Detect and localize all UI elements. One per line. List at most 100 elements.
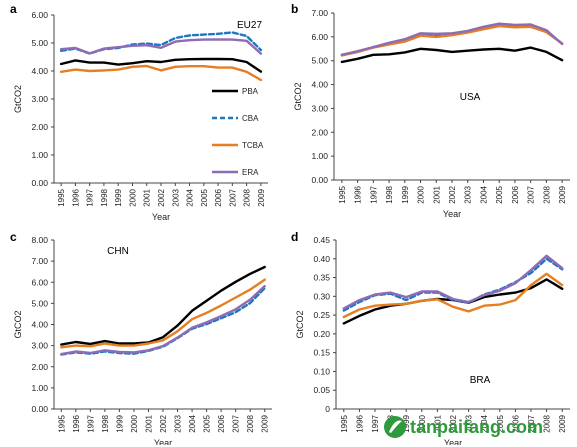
x-tick-label-d: 2008 <box>543 414 552 432</box>
y-tick-label-c: 2.00 <box>31 362 48 372</box>
watermark-text: tanpaifang.com <box>410 417 543 437</box>
x-tick-label-b: 1998 <box>385 185 394 203</box>
x-tick-label-d: 2000 <box>418 414 427 432</box>
x-tick-label-a: 1997 <box>86 188 95 206</box>
x-tick-label-c: 2003 <box>174 414 183 432</box>
y-tick-label-b: 5.00 <box>311 56 328 66</box>
x-tick-label-d: 2006 <box>511 414 520 432</box>
y-tick-label-c: 6.00 <box>31 277 48 287</box>
y-tick-label-b: 2.00 <box>311 127 328 137</box>
x-tick-label-b: 2007 <box>527 185 536 203</box>
x-tick-label-b: 2003 <box>464 185 473 203</box>
y-tick-label-b: 3.00 <box>311 103 328 113</box>
x-tick-label-c: 1995 <box>57 414 66 432</box>
y-axis-title-d: GtCO2 <box>295 310 305 338</box>
y-axis-title-a: GtCO2 <box>13 85 23 113</box>
x-tick-label-b: 1995 <box>338 185 347 203</box>
chart-title-b: USA <box>460 92 481 103</box>
x-tick-label-c: 2008 <box>246 414 255 432</box>
x-tick-label-c: 2005 <box>203 414 212 432</box>
y-tick-label-b: 1.00 <box>311 151 328 161</box>
y-tick-label-c: 4.00 <box>31 320 48 330</box>
y-tick-label-d: 0.15 <box>313 348 330 358</box>
chart-title-a: EU27 <box>237 20 262 31</box>
x-tick-label-b: 1999 <box>401 185 410 203</box>
x-tick-label-d: 2009 <box>558 414 567 432</box>
x-tick-label-c: 2009 <box>261 414 270 432</box>
chart-title-c: CHN <box>107 246 129 257</box>
y-tick-label-b: 7.00 <box>311 8 328 18</box>
x-tick-label-c: 2002 <box>159 414 168 432</box>
legend-label-era: ERA <box>242 168 259 177</box>
leaf-vein-icon <box>389 420 402 433</box>
x-tick-label-c: 1998 <box>101 414 110 432</box>
panel-label-b: b <box>291 2 298 16</box>
panel-label-d: d <box>291 230 298 244</box>
y-tick-label-d: 0.20 <box>313 329 330 339</box>
series-line-c-pba <box>60 265 266 346</box>
x-tick-label-a: 1996 <box>71 188 80 206</box>
x-tick-label-b: 2002 <box>448 185 457 203</box>
x-tick-label-a: 2004 <box>186 188 195 206</box>
y-tick-label-c: 8.00 <box>31 235 48 245</box>
x-tick-label-b: 1997 <box>369 185 378 203</box>
x-tick-label-a: 2009 <box>257 188 266 206</box>
x-tick-label-c: 2001 <box>144 414 153 432</box>
panel-label-c: c <box>10 230 17 244</box>
x-tick-label-b: 2004 <box>479 185 488 203</box>
y-tick-label-b: 4.00 <box>311 80 328 90</box>
x-tick-label-d: 1995 <box>340 414 349 432</box>
x-tick-label-a: 2006 <box>214 188 223 206</box>
y-tick-label-c: 3.00 <box>31 341 48 351</box>
y-tick-label-a: 5.00 <box>31 38 48 48</box>
y-tick-label-d: 0.05 <box>313 385 330 395</box>
x-axis-title-b: Year <box>443 209 461 219</box>
series-line-b-pba <box>340 46 564 64</box>
y-tick-label-d: 0.45 <box>313 235 330 245</box>
x-tick-label-d: 1996 <box>355 414 364 432</box>
x-tick-label-a: 2007 <box>228 188 237 206</box>
series-line-a-pba <box>59 57 263 73</box>
panel-label-a: a <box>10 2 17 16</box>
y-tick-label-b: 0.00 <box>311 175 328 185</box>
x-tick-label-a: 2002 <box>157 188 166 206</box>
y-tick-label-a: 6.00 <box>31 10 48 20</box>
legend-label-tcba: TCBA <box>242 141 264 150</box>
x-tick-label-c: 1997 <box>86 414 95 432</box>
x-axis-title-a: Year <box>152 212 170 222</box>
y-tick-label-a: 0.00 <box>31 178 48 188</box>
x-tick-label-d: 2004 <box>480 414 489 432</box>
series-line-d-era <box>342 254 564 310</box>
x-tick-label-b: 1996 <box>354 185 363 203</box>
y-tick-label-d: 0.25 <box>313 310 330 320</box>
x-tick-label-c: 1999 <box>115 414 124 432</box>
x-tick-label-b: 2009 <box>558 185 567 203</box>
y-tick-label-c: 1.00 <box>31 383 48 393</box>
x-tick-label-c: 2006 <box>217 414 226 432</box>
y-tick-label-a: 2.00 <box>31 122 48 132</box>
x-axis-title-d: Year <box>444 438 462 445</box>
y-tick-label-c: 0.00 <box>31 404 48 414</box>
watermark: tanpaifang.com <box>382 412 574 442</box>
y-axis-title-b: GtCO2 <box>293 82 303 110</box>
series-line-a-tcba <box>59 64 263 82</box>
series-line-c-tcba <box>60 278 266 349</box>
x-tick-label-d: 2001 <box>433 414 442 432</box>
x-tick-label-b: 2001 <box>432 185 441 203</box>
x-tick-label-b: 2000 <box>417 185 426 203</box>
y-tick-label-a: 1.00 <box>31 150 48 160</box>
y-tick-label-c: 5.00 <box>31 298 48 308</box>
x-tick-label-b: 2008 <box>542 185 551 203</box>
x-tick-label-b: 2006 <box>511 185 520 203</box>
x-tick-label-a: 2003 <box>171 188 180 206</box>
x-tick-label-d: 1999 <box>402 414 411 432</box>
x-tick-label-d: 2005 <box>496 414 505 432</box>
y-axis-title-c: GtCO2 <box>13 310 23 338</box>
chart-title-d: BRA <box>470 375 491 386</box>
y-tick-label-d: 0.40 <box>313 254 330 264</box>
x-tick-label-c: 1996 <box>72 414 81 432</box>
y-tick-label-d: 0 <box>325 404 330 414</box>
x-tick-label-a: 2005 <box>200 188 209 206</box>
x-tick-label-a: 1998 <box>100 188 109 206</box>
